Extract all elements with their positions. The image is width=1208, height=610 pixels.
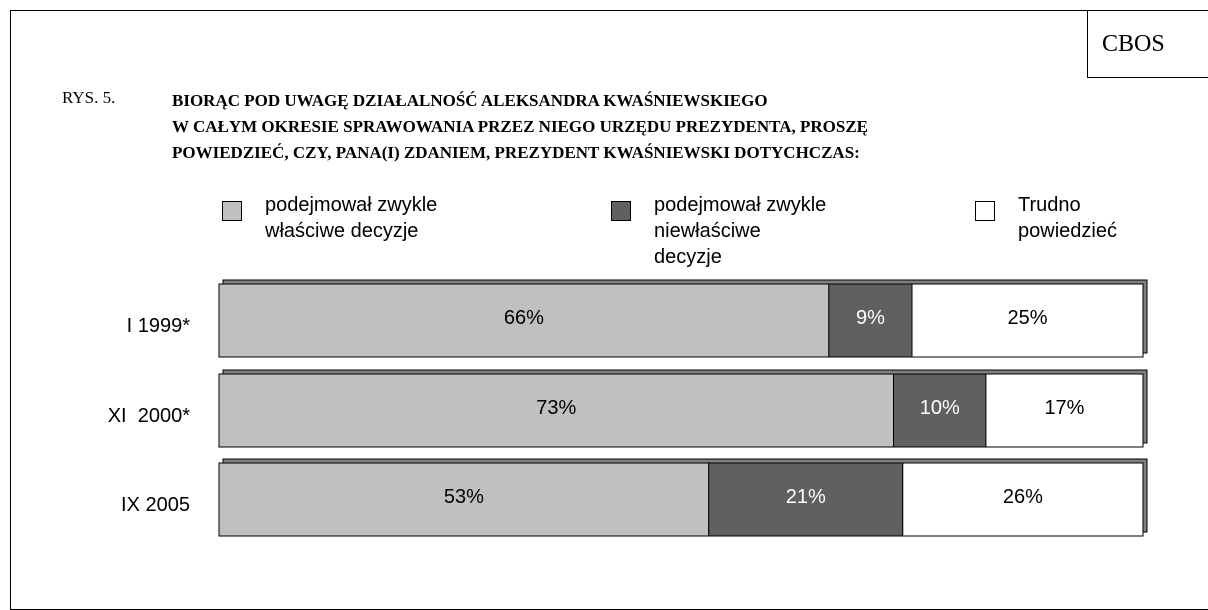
- bar-segment: [218, 462, 710, 537]
- value-label: 21%: [786, 486, 826, 508]
- figure-label: RYS. 5.: [62, 88, 116, 107]
- value-label: 17%: [1044, 397, 1084, 419]
- bar-segment: [218, 373, 895, 448]
- legend-label: Trudno powiedzieć: [1018, 194, 1117, 242]
- legend-label: podejmował zwykle niewłaściwe decyzje: [654, 194, 827, 268]
- bar-segment: [828, 283, 913, 358]
- bar-segment: [911, 283, 1144, 358]
- value-label: 9%: [856, 307, 885, 329]
- chart: I 1999* 66% 9% 25% XI 2000* 73% 10% 17% IX 2005 5…: [108, 279, 1148, 537]
- y-tick-label: XI 2000*: [108, 405, 191, 427]
- value-label: 10%: [920, 397, 960, 419]
- bar-segment: [218, 283, 830, 358]
- bar-segment: [708, 462, 904, 537]
- legend-swatch: [975, 201, 995, 221]
- page: CBOS RYS. 5. BIORĄC POD UWAGĘ DZIAŁALNOŚ…: [10, 10, 1208, 610]
- y-tick-label: I 1999*: [127, 315, 191, 337]
- value-label: 53%: [444, 486, 484, 508]
- bar-segment: [902, 462, 1144, 537]
- value-label: 26%: [1003, 486, 1043, 508]
- bar-segment: [985, 373, 1144, 448]
- chart-title: BIORĄC POD UWAGĘ DZIAŁALNOŚĆ ALEKSANDRA …: [172, 91, 869, 162]
- legend-swatch: [222, 201, 242, 221]
- source: CBOS: [1087, 10, 1208, 78]
- legend-swatch: [611, 201, 631, 221]
- value-label: 25%: [1007, 307, 1047, 329]
- y-tick-label: IX 2005: [121, 494, 190, 516]
- value-label: 73%: [536, 397, 576, 419]
- legend-label: podejmował zwykle właściwe decyzje: [265, 194, 438, 242]
- value-label: 66%: [504, 307, 544, 329]
